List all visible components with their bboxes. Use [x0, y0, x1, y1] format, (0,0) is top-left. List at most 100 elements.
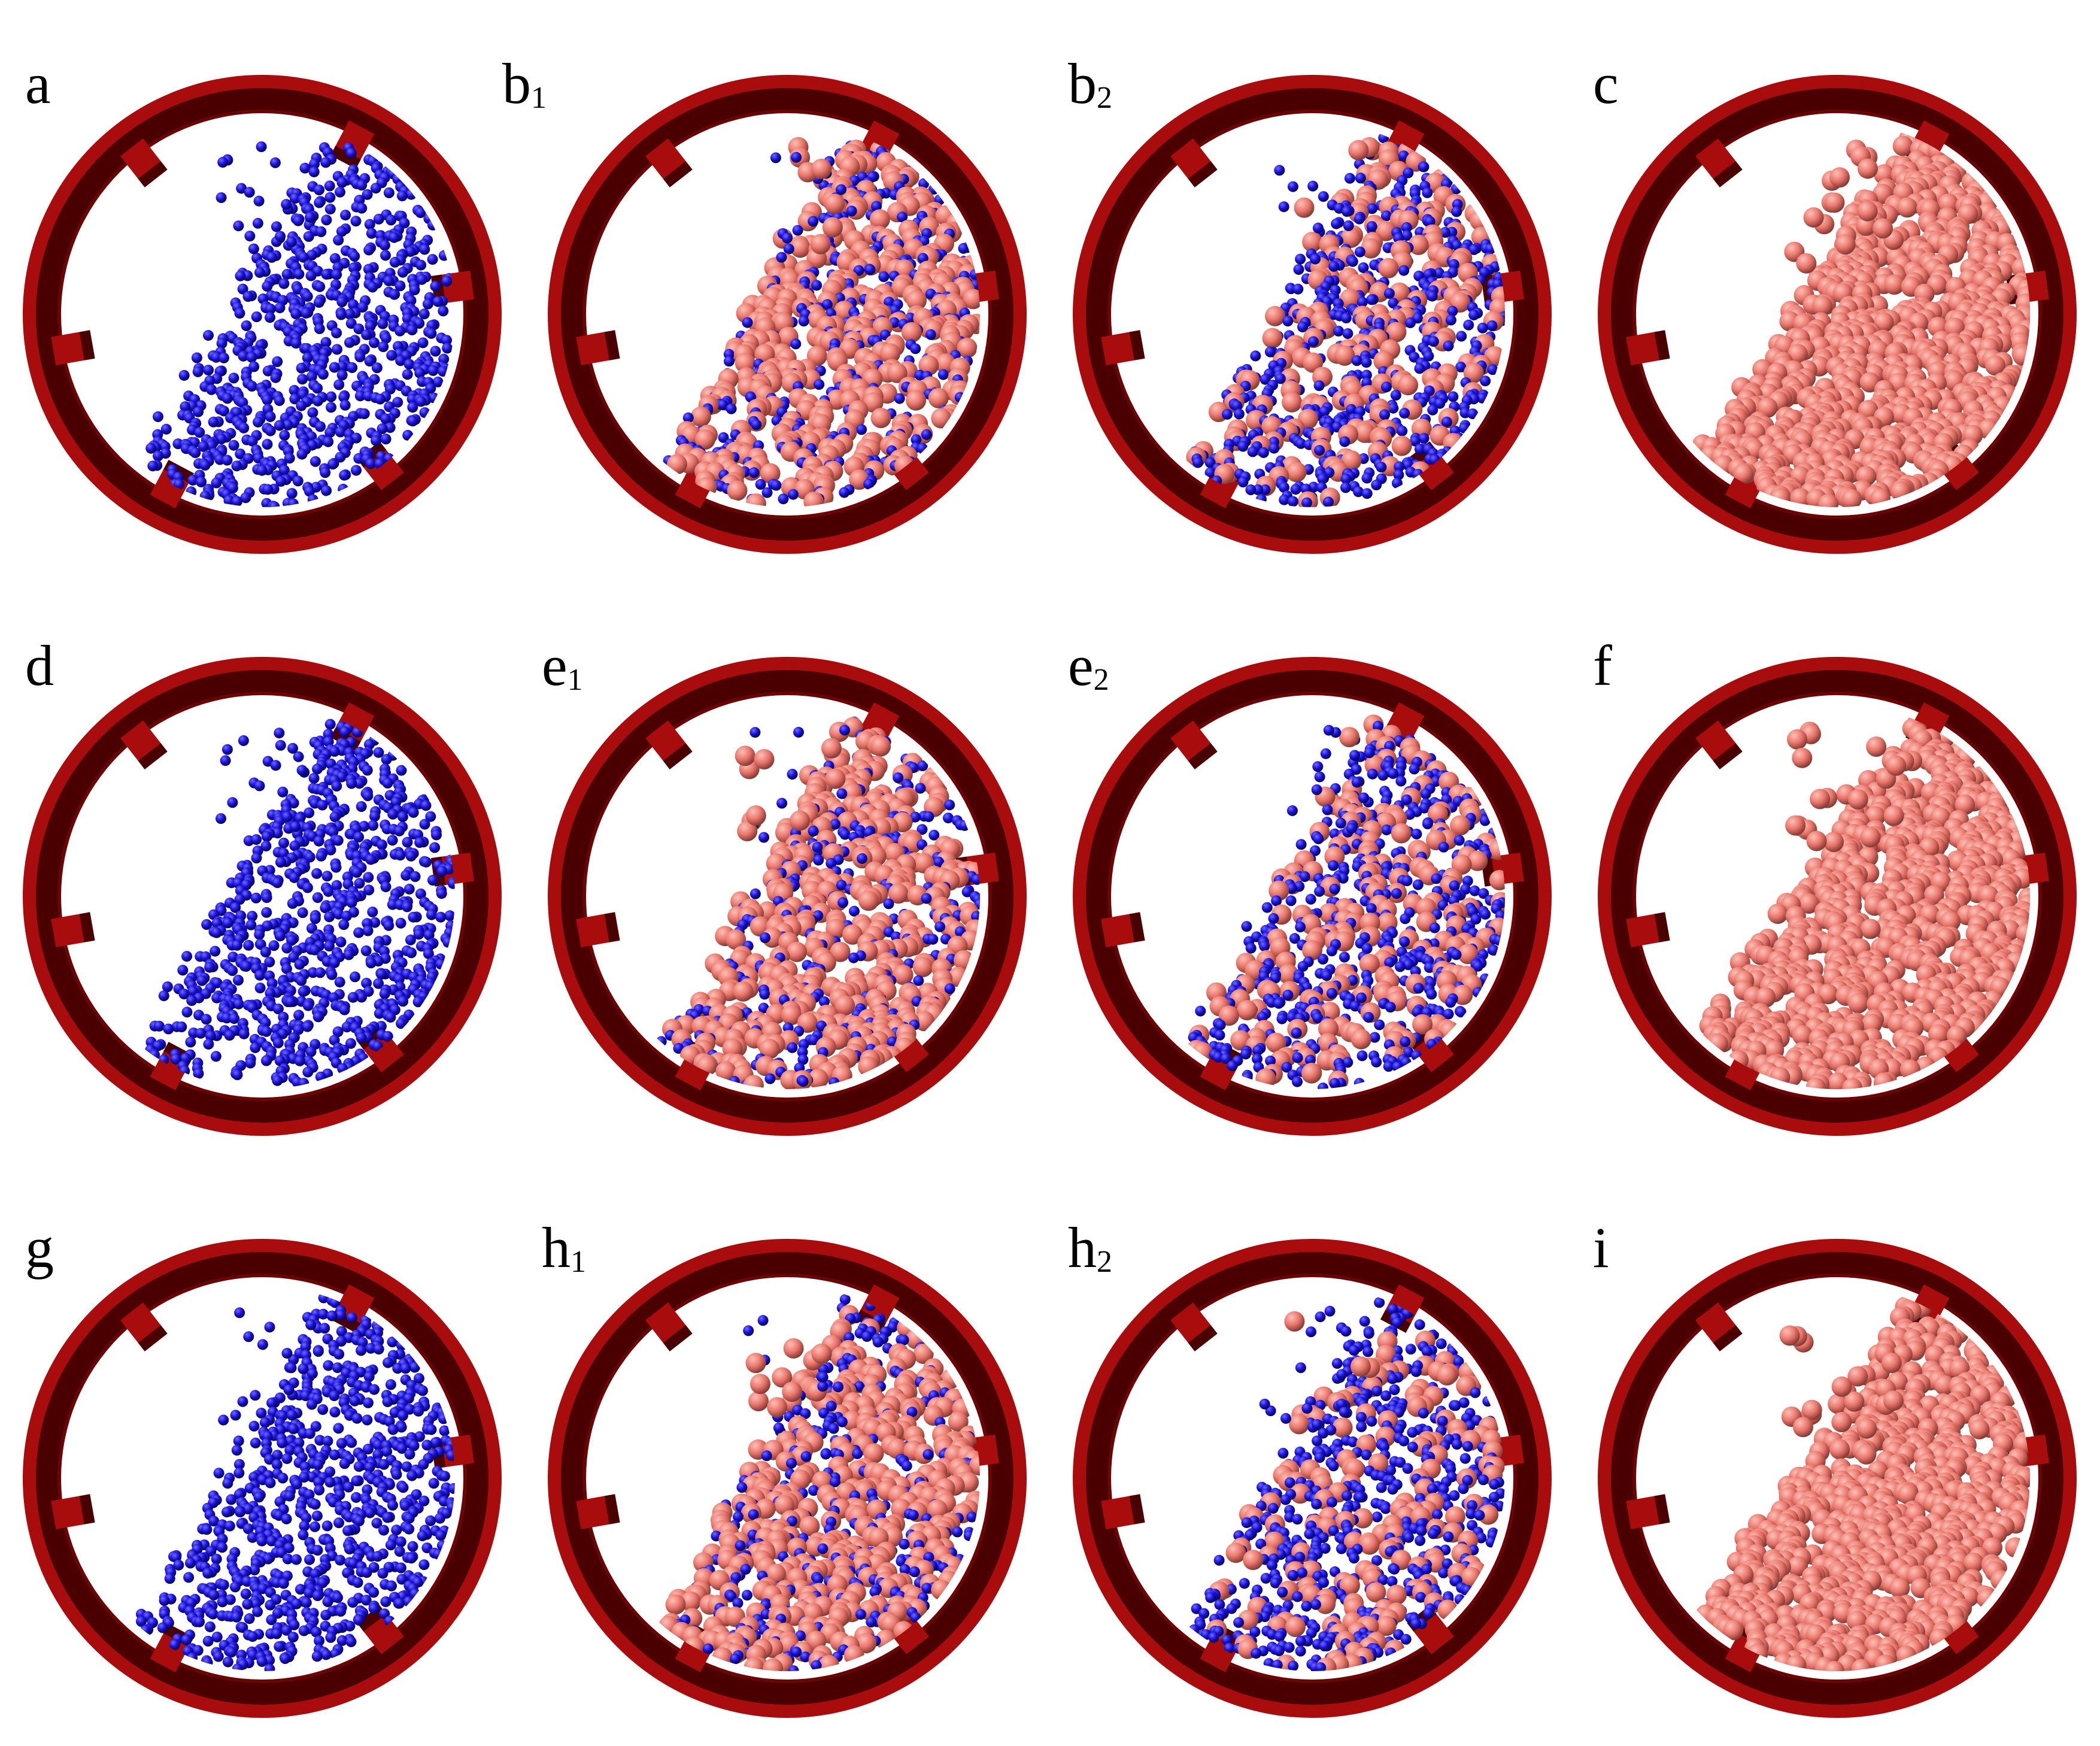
lifter — [576, 912, 620, 948]
panel-label: b2 — [1068, 55, 1112, 114]
large-particle — [1803, 207, 1824, 228]
small-particle — [925, 329, 936, 340]
small-particle — [724, 356, 735, 367]
small-particle — [304, 486, 315, 497]
small-particle — [196, 476, 207, 487]
small-particle — [1328, 860, 1339, 871]
small-particle — [323, 886, 334, 897]
large-particle — [690, 406, 711, 427]
small-particle — [1401, 794, 1412, 805]
large-particle — [869, 209, 890, 230]
small-particle — [296, 362, 307, 374]
small-particle — [361, 978, 372, 989]
small-particle — [365, 854, 377, 865]
small-particle — [354, 351, 366, 362]
small-particle — [429, 842, 441, 853]
small-particle — [419, 244, 430, 255]
small-particle — [262, 394, 273, 405]
small-particle — [254, 969, 266, 981]
small-particle — [961, 886, 973, 898]
small-particle — [392, 396, 403, 408]
small-particle — [210, 1051, 221, 1062]
small-particle — [1328, 260, 1340, 272]
small-particle — [849, 905, 860, 917]
small-particle — [814, 379, 825, 390]
small-particle — [1405, 317, 1416, 328]
large-particle — [754, 749, 775, 769]
large-particle — [1427, 804, 1448, 824]
small-particle — [425, 811, 436, 822]
particle-bed — [1186, 132, 1505, 507]
small-particle — [748, 467, 760, 478]
small-particle — [250, 1042, 261, 1053]
small-particle — [333, 235, 344, 246]
small-particle — [1367, 768, 1378, 780]
small-particle — [1274, 373, 1286, 384]
small-particle — [363, 263, 374, 275]
small-particle — [397, 811, 408, 822]
small-particle — [274, 395, 285, 407]
large-particle — [810, 234, 831, 254]
small-particle — [369, 811, 380, 822]
small-particle — [1354, 246, 1365, 257]
small-particle — [274, 302, 286, 314]
small-particle — [1342, 328, 1354, 340]
small-particle — [290, 821, 301, 832]
large-particle — [790, 810, 810, 831]
small-particle — [178, 989, 190, 1000]
large-particle — [901, 322, 922, 343]
small-particle — [308, 166, 320, 178]
large-particle — [1294, 197, 1315, 218]
small-particle — [913, 975, 924, 986]
small-particle — [386, 350, 397, 361]
large-particle — [870, 408, 891, 428]
small-particle — [265, 987, 276, 999]
small-particle — [311, 868, 323, 879]
small-particle — [163, 1023, 174, 1035]
small-particle — [1278, 201, 1289, 213]
small-particle — [839, 487, 850, 498]
small-particle — [395, 355, 406, 366]
large-particle — [1835, 234, 1856, 254]
large-particle — [912, 957, 933, 977]
small-particle — [331, 880, 342, 891]
large-particle — [1391, 823, 1412, 844]
small-particle — [177, 965, 189, 976]
small-particle — [335, 186, 345, 198]
small-particle — [244, 231, 256, 242]
small-particle — [289, 393, 301, 405]
small-particle — [275, 857, 286, 868]
small-particle — [1399, 408, 1410, 419]
small-particle — [378, 341, 389, 353]
small-particle — [361, 329, 372, 341]
small-particle — [272, 827, 283, 839]
small-particle — [1453, 835, 1465, 846]
large-particle — [918, 355, 939, 376]
small-particle — [430, 281, 441, 292]
small-particle — [252, 217, 263, 229]
large-particle — [733, 981, 754, 1002]
small-particle — [297, 907, 308, 919]
small-particle — [219, 405, 229, 417]
small-particle — [414, 367, 426, 378]
small-particle — [238, 350, 249, 362]
small-particle — [356, 1032, 367, 1044]
small-particle — [336, 296, 348, 308]
small-particle — [387, 835, 398, 846]
large-particle — [1389, 282, 1410, 303]
small-particle — [365, 458, 377, 469]
small-particle — [356, 801, 367, 812]
small-particle — [917, 824, 928, 835]
small-particle — [369, 337, 380, 348]
large-particle — [1796, 253, 1817, 274]
large-particle — [1450, 815, 1470, 836]
small-particle — [305, 211, 316, 223]
small-particle — [268, 940, 280, 951]
small-particle — [246, 381, 257, 392]
small-particle — [382, 777, 393, 789]
small-particle — [760, 932, 771, 944]
small-particle — [1428, 336, 1439, 347]
large-particle — [870, 736, 891, 757]
large-particle — [888, 883, 909, 904]
small-particle — [764, 1073, 776, 1084]
